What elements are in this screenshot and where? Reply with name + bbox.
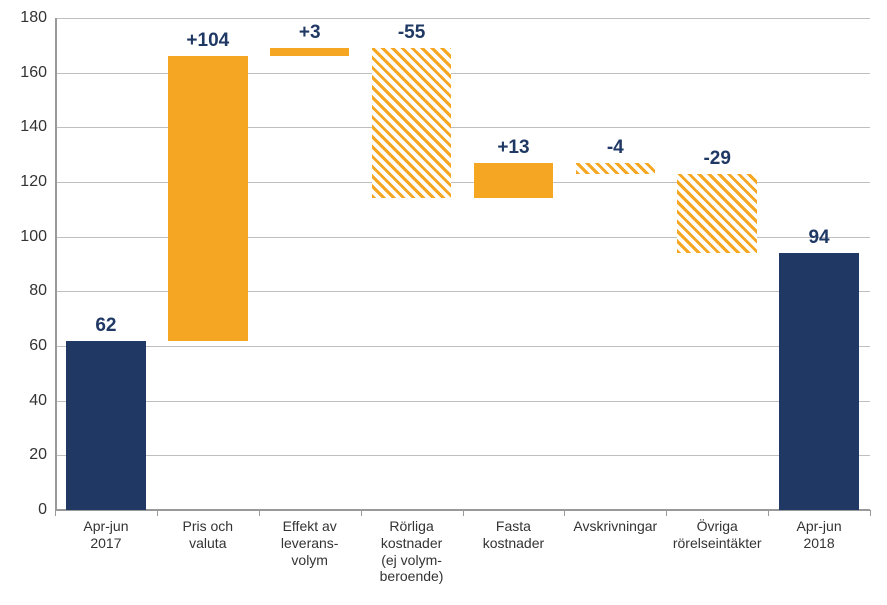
bar-value-label: -55 [372, 22, 451, 48]
y-axis [55, 18, 57, 510]
y-tick-label: 160 [20, 64, 55, 82]
bar [270, 48, 349, 56]
bar-value-label: -29 [677, 148, 756, 174]
waterfall-chart: 0 20 40 60 80 100 120 140 160 180 62 Apr-jun 2017 +1… [0, 0, 887, 605]
y-tick-label: 20 [29, 446, 55, 464]
y-tick-label: 140 [20, 118, 55, 136]
bar-value-label: +104 [168, 30, 247, 56]
y-gridline [55, 455, 870, 456]
category-label: Apr-jun 2017 [55, 510, 157, 552]
category-label: Avskrivningar [564, 510, 666, 535]
bar [779, 253, 858, 510]
y-tick-label: 60 [29, 337, 55, 355]
category-label: Pris och valuta [157, 510, 259, 552]
bar-value-label: 94 [779, 227, 858, 253]
y-gridline [55, 18, 870, 19]
y-tick-label: 180 [20, 9, 55, 27]
category-label: Rörliga kostnader (ej volym- beroende) [361, 510, 463, 585]
y-tick-label: 40 [29, 392, 55, 410]
y-tick-label: 100 [20, 228, 55, 246]
bar-value-label: 62 [66, 315, 145, 341]
bar [372, 48, 451, 198]
bar [168, 56, 247, 340]
bar [66, 341, 145, 510]
bar-value-label: +13 [474, 137, 553, 163]
plot-area: 02040608010012014016018062Apr-jun 2017+1… [55, 18, 870, 510]
category-label: Övriga rörelseintäkter [666, 510, 768, 552]
bar [677, 174, 756, 253]
y-gridline [55, 346, 870, 347]
y-tick-label: 120 [20, 173, 55, 191]
bar [474, 163, 553, 199]
x-tick [870, 510, 871, 516]
y-gridline [55, 401, 870, 402]
category-label: Apr-jun 2018 [768, 510, 870, 552]
y-tick-label: 0 [38, 501, 55, 519]
category-label: Fasta kostnader [463, 510, 565, 552]
y-tick-label: 80 [29, 282, 55, 300]
bar-value-label: -4 [576, 137, 655, 163]
bar [576, 163, 655, 174]
category-label: Effekt av leverans- volym [259, 510, 361, 568]
bar-value-label: +3 [270, 22, 349, 48]
